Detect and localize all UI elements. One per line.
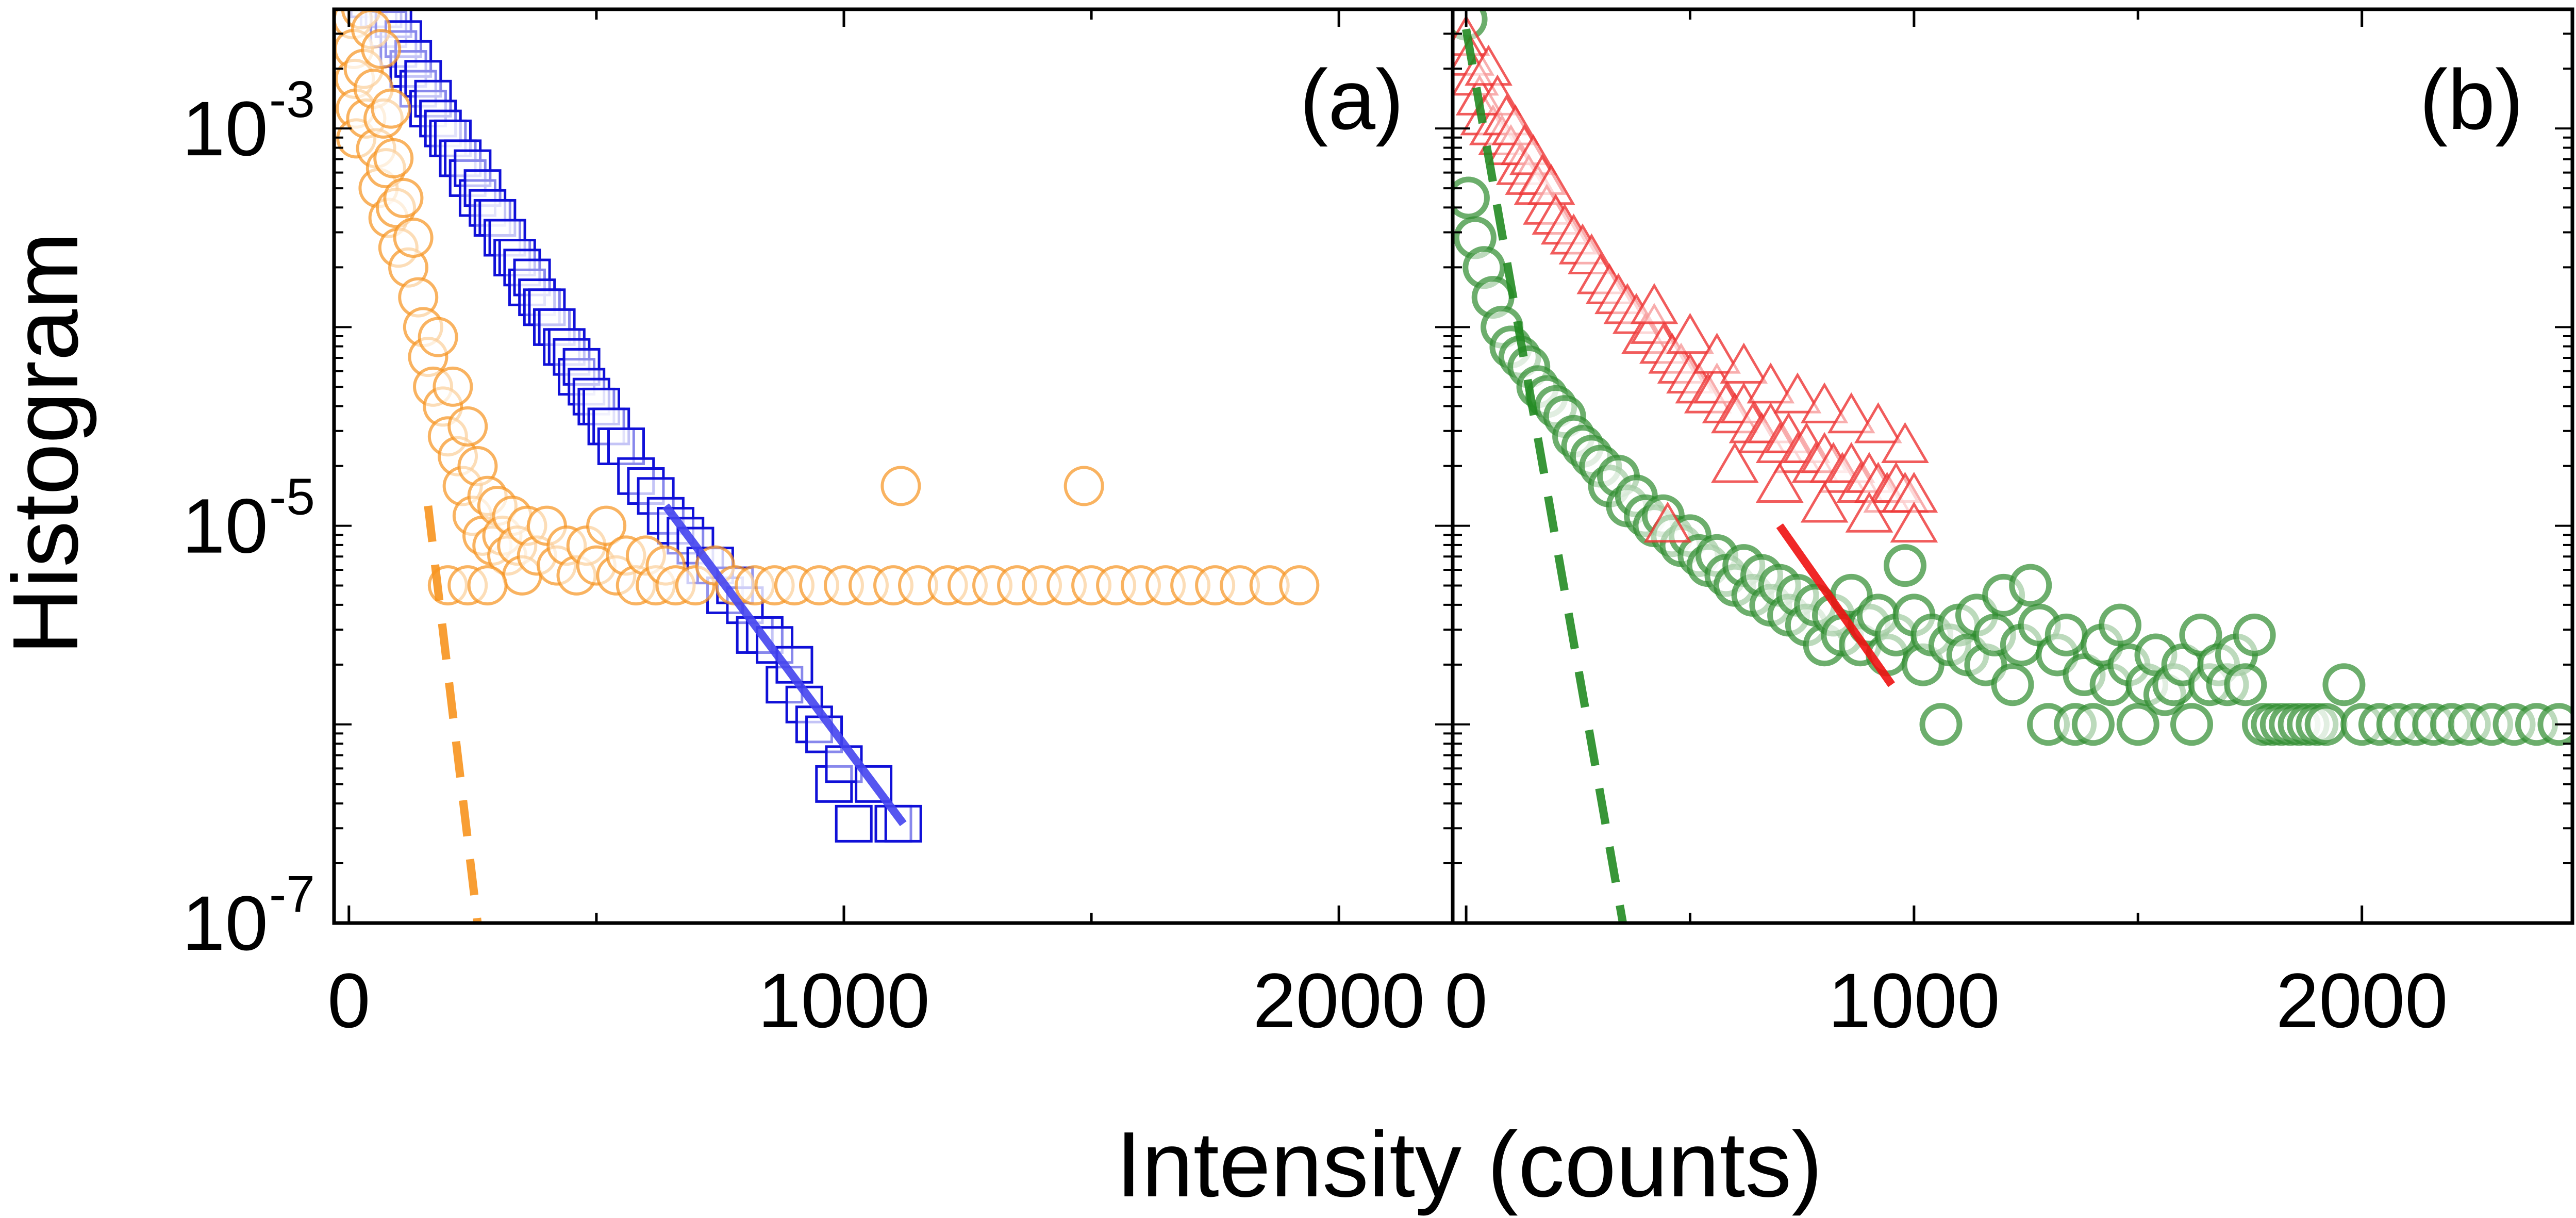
data-point (433, 366, 473, 407)
panel-label: (b) (2419, 52, 2523, 147)
fit-line-solid (1776, 523, 1895, 687)
data-point (1465, 44, 1513, 86)
data-point (467, 565, 508, 606)
data-point (348, 9, 355, 10)
data-point (1919, 703, 1963, 746)
data-point (1710, 442, 1759, 483)
x-tick-label: 1000 (1828, 957, 2000, 1044)
data-point (2170, 703, 2214, 746)
data-point (2099, 603, 2142, 647)
data-point (2304, 703, 2348, 746)
data-point (586, 505, 627, 546)
data-point (1755, 462, 1804, 503)
fit-line-solid (662, 503, 907, 827)
data-point (1845, 491, 1893, 533)
data-point (2116, 703, 2159, 746)
x-tick-label: 2000 (1253, 957, 1425, 1044)
data-point (1720, 342, 1768, 384)
y-tick-label: 10 (182, 880, 268, 966)
fit-line-dashed (424, 505, 482, 923)
x-tick-label: 0 (327, 957, 370, 1044)
y-tick-exponent: -7 (269, 865, 315, 923)
data-point (1747, 362, 1795, 404)
series-triangle-markers (1453, 14, 1938, 543)
y-axis-ticks (1453, 32, 2572, 924)
data-point (1827, 392, 1875, 434)
data-point (2009, 564, 2052, 607)
data-point (373, 138, 414, 178)
data-point (1991, 663, 2034, 706)
data-point (447, 406, 488, 447)
x-tick-label: 0 (1444, 957, 1487, 1044)
data-point (1800, 482, 1849, 523)
data-point (361, 29, 402, 70)
data-point (1630, 283, 1678, 324)
data-point (1279, 565, 1320, 606)
x-axis-ticks: 0 1000 2000 (327, 9, 1425, 1044)
y-tick-label: 10 (182, 85, 268, 172)
y-axis-label: Histogram (0, 232, 97, 655)
plot-area (334, 0, 1320, 923)
x-tick-label: 1000 (758, 957, 930, 1044)
data-point (1666, 312, 1714, 354)
series-square-markers (346, 0, 922, 843)
series-circle-markers (1453, 9, 2572, 746)
data-point (1693, 333, 1741, 374)
fit-line-dashed (1462, 28, 1627, 923)
y-tick-exponent: -5 (269, 468, 315, 526)
x-tick-label: 2000 (2276, 957, 2448, 1044)
data-point (2233, 613, 2276, 656)
plot-frame (332, 7, 1455, 925)
y-tick-exponent: -3 (269, 71, 315, 128)
data-point (1063, 466, 1104, 506)
data-point (1773, 372, 1822, 414)
data-point (1643, 501, 1692, 543)
data-point (418, 317, 458, 357)
data-point (2224, 663, 2267, 706)
x-axis-ticks: 0 1000 2000 (1444, 9, 2448, 1044)
series-circle-markers (334, 9, 1320, 606)
panel-label: (a) (1300, 52, 1404, 147)
data-point (835, 804, 873, 843)
y-tick-label: 10 (182, 483, 268, 569)
panel-b: 0 1000 2000 (b) (1444, 7, 2574, 1044)
data-point (2071, 703, 2115, 746)
data-point (1800, 382, 1849, 423)
data-point (1890, 501, 1938, 543)
x-axis-label: Intensity (counts) (1116, 1113, 1823, 1216)
data-point (880, 466, 921, 506)
data-point (1854, 402, 1902, 443)
data-point (2045, 613, 2088, 656)
data-point (371, 88, 411, 129)
plot-area (1453, 9, 2572, 923)
data-point (1881, 422, 1929, 463)
data-point (393, 218, 434, 258)
data-point (2322, 663, 2366, 706)
data-point (356, 0, 391, 7)
data-point (1453, 176, 1490, 220)
data-point (1883, 544, 1926, 587)
data-point (383, 177, 424, 218)
data-point (346, 0, 381, 7)
